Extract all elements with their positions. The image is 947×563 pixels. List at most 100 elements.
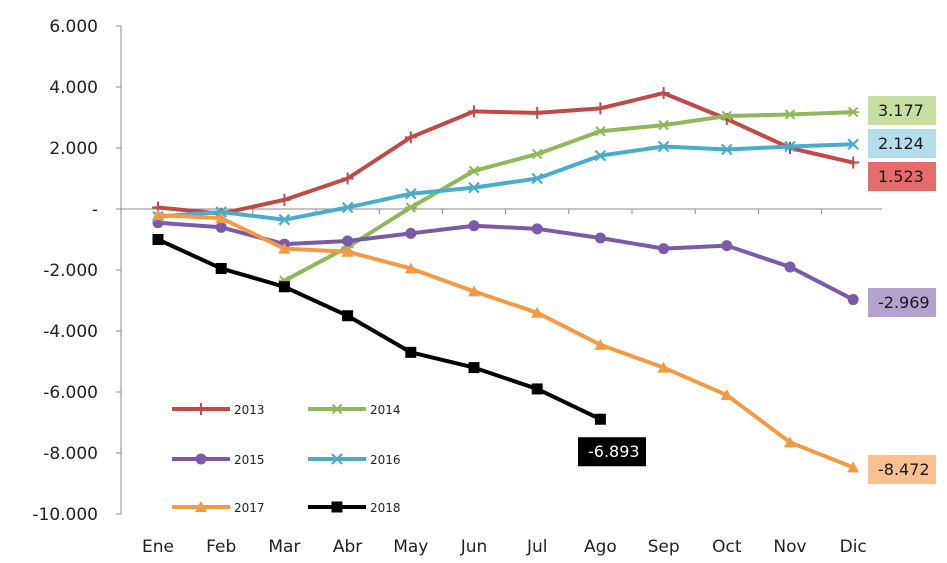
asterisk-marker <box>531 148 544 160</box>
series-2017 <box>152 209 860 473</box>
triangle-marker <box>404 262 417 274</box>
data-point <box>278 281 290 293</box>
plus-marker <box>657 87 670 100</box>
x-marker <box>594 149 607 162</box>
legend-item-2016: 2016 <box>308 453 401 467</box>
plus-marker <box>468 105 480 118</box>
x-marker <box>721 143 733 156</box>
triangle-marker <box>195 501 207 512</box>
x-tick-label: Ene <box>142 537 174 557</box>
x-marker <box>405 187 417 200</box>
x-tick-label: May <box>393 537 428 557</box>
circle-marker <box>721 240 733 252</box>
x-tick-label: Nov <box>773 537 806 557</box>
data-point <box>278 193 291 206</box>
data-point <box>215 212 228 224</box>
data-point <box>341 201 354 214</box>
y-tick-label: -4.000 <box>43 322 98 342</box>
data-point <box>468 285 480 297</box>
data-point <box>531 106 544 119</box>
data-point <box>404 202 417 213</box>
x-tick-label: Jun <box>460 537 488 557</box>
end-label-box <box>868 162 936 191</box>
square-marker <box>152 234 164 245</box>
plus-marker <box>594 102 607 115</box>
plus-marker <box>341 172 354 185</box>
legend-item-2015: 2015 <box>172 453 265 467</box>
legend-label: 2014 <box>370 403 401 417</box>
data-point <box>594 232 606 244</box>
data-point <box>278 213 291 226</box>
x-tick-label: Dic <box>840 537 867 557</box>
data-point <box>215 221 227 233</box>
triangle-marker <box>594 338 607 350</box>
asterisk-marker <box>847 106 860 118</box>
legend-label: 2015 <box>234 453 265 467</box>
legend-label: 2018 <box>370 501 401 515</box>
y-tick-label: 4.000 <box>49 78 98 98</box>
x-marker <box>331 453 343 465</box>
data-point <box>721 240 733 252</box>
triangle-marker <box>341 245 354 257</box>
series-2014 <box>278 106 860 286</box>
x-tick-label: Sep <box>648 537 680 557</box>
data-point <box>331 501 343 513</box>
square-marker <box>278 281 290 293</box>
data-point <box>657 87 670 100</box>
data-point <box>468 181 480 194</box>
x-marker <box>468 181 480 194</box>
x-tick-label: Feb <box>206 537 236 557</box>
plus-marker <box>531 106 544 119</box>
circle-marker <box>342 235 354 247</box>
end-label-box <box>868 129 936 158</box>
end-label-2017: -8.472 <box>868 455 936 484</box>
data-point <box>531 223 543 235</box>
data-point <box>405 187 417 200</box>
data-point <box>404 131 417 144</box>
series-2013 <box>152 87 860 220</box>
end-label-2014: 3.177 <box>868 96 936 125</box>
data-point <box>657 140 670 153</box>
legend-label: 2017 <box>234 501 265 515</box>
end-label-2016: 2.124 <box>868 129 936 158</box>
circle-marker <box>531 223 543 235</box>
series-line <box>282 110 856 283</box>
circle-marker <box>847 294 859 306</box>
data-point <box>847 156 860 169</box>
series-line <box>156 220 856 302</box>
data-point <box>404 262 417 274</box>
data-point <box>215 206 227 218</box>
data-point <box>720 110 733 122</box>
plus-marker <box>195 403 207 415</box>
y-tick-label: 2.000 <box>49 139 98 159</box>
y-tick-label: -10.000 <box>32 505 98 525</box>
x-marker <box>278 213 291 226</box>
legend-item-2017: 2017 <box>172 501 265 515</box>
end-label-2013: 1.523 <box>868 162 936 191</box>
data-point <box>342 310 354 322</box>
data-point <box>278 242 291 254</box>
data-point <box>341 172 354 185</box>
data-point <box>341 245 354 257</box>
end-label-text: 2.124 <box>878 134 924 153</box>
end-label-text: 1.523 <box>878 167 924 186</box>
circle-marker <box>215 221 227 233</box>
data-point <box>720 389 733 401</box>
data-point <box>658 243 670 255</box>
series-line <box>156 142 856 222</box>
x-tick-label: Abr <box>333 537 362 557</box>
end-label-2015: -2.969 <box>868 288 936 317</box>
asterisk-marker <box>468 165 480 177</box>
data-point <box>784 261 796 273</box>
data-point <box>195 453 207 465</box>
plus-marker <box>847 156 860 169</box>
end-label-2018: -6.893 <box>578 437 646 467</box>
x-marker <box>657 140 670 153</box>
data-point <box>215 262 227 274</box>
x-tick-label: Ago <box>584 537 617 557</box>
data-point <box>657 361 670 373</box>
data-point <box>331 453 343 465</box>
data-point <box>847 138 859 150</box>
data-point <box>342 235 354 247</box>
